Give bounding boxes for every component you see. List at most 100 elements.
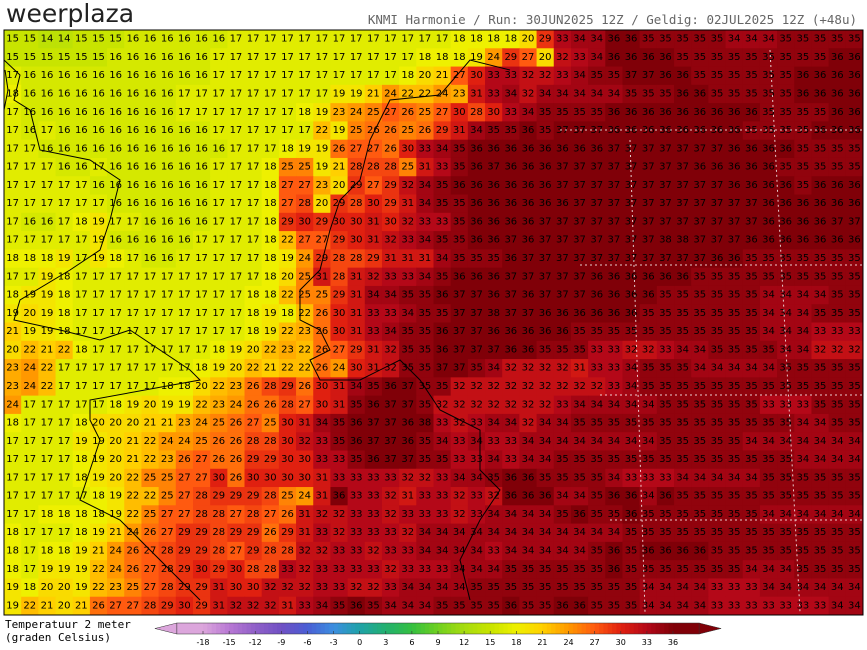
temperature-label: 35 <box>676 363 689 374</box>
temperature-label: 32 <box>350 582 363 593</box>
temperature-label: 17 <box>212 326 225 337</box>
temperature-cell <box>828 103 847 122</box>
temperature-label: 19 <box>333 125 346 136</box>
temperature-label: 30 <box>178 600 191 611</box>
temperature-label: 35 <box>711 344 724 355</box>
temperature-label: 16 <box>23 216 36 227</box>
colorbar-segment <box>229 623 235 634</box>
temperature-label: 35 <box>693 326 706 337</box>
temperature-label: 22 <box>92 564 105 575</box>
temperature-cell <box>210 30 228 49</box>
temperature-label: 36 <box>539 198 552 209</box>
temperature-label: 36 <box>762 216 775 227</box>
temperature-cell <box>536 66 555 86</box>
colorbar-segment <box>620 623 626 634</box>
temperature-cell <box>553 84 572 104</box>
temperature-label: 17 <box>58 399 71 410</box>
temperature-label: 33 <box>797 399 810 410</box>
temperature-label: 35 <box>848 253 861 264</box>
temperature-label: 17 <box>212 88 225 99</box>
temperature-cell <box>416 121 434 141</box>
temperature-label: 34 <box>642 582 655 593</box>
temperature-label: 34 <box>831 436 844 447</box>
temperature-label: 17 <box>144 290 157 301</box>
temperature-label: 17 <box>109 363 122 374</box>
temperature-label: 27 <box>230 509 243 520</box>
temperature-label: 18 <box>109 253 122 264</box>
temperature-label: 30 <box>247 472 260 483</box>
temperature-label: 36 <box>539 491 552 502</box>
temperature-label: 34 <box>419 180 432 191</box>
temperature-cell <box>4 157 22 177</box>
colorbar-segment <box>311 623 317 634</box>
temperature-label: 35 <box>676 491 689 502</box>
temperature-label: 30 <box>453 107 466 118</box>
temperature-label: 35 <box>779 88 792 99</box>
temperature-label: 18 <box>247 290 260 301</box>
temperature-cell <box>124 121 142 141</box>
temperature-cell <box>777 30 795 49</box>
temperature-label: 36 <box>573 600 586 611</box>
temperature-label: 34 <box>762 436 775 447</box>
temperature-label: 17 <box>23 472 36 483</box>
temperature-label: 26 <box>333 143 346 154</box>
temperature-cell <box>296 30 314 49</box>
temperature-label: 33 <box>350 564 363 575</box>
temperature-label: 25 <box>161 472 174 483</box>
temperature-label: 35 <box>676 527 689 538</box>
temperature-cell <box>536 139 555 159</box>
temperature-label: 35 <box>608 418 621 429</box>
temperature-label: 35 <box>711 399 724 410</box>
temperature-label: 16 <box>195 162 208 173</box>
temperature-label: 36 <box>642 107 655 118</box>
temperature-label: 17 <box>247 271 260 282</box>
temperature-label: 27 <box>178 509 191 520</box>
temperature-label: 35 <box>814 52 827 63</box>
temperature-label: 32 <box>230 600 243 611</box>
temperature-label: 36 <box>848 180 861 191</box>
temperature-cell <box>570 48 589 68</box>
colorbar-segment <box>216 623 222 634</box>
temperature-label: 36 <box>848 198 861 209</box>
temperature-label: 28 <box>247 564 260 575</box>
temperature-label: 36 <box>608 290 621 301</box>
temperature-cell <box>639 48 658 68</box>
temperature-label: 35 <box>728 399 741 410</box>
colorbar-segment <box>603 623 609 634</box>
temperature-label: 35 <box>814 107 827 118</box>
temperature-label: 28 <box>298 198 311 209</box>
temperature-label: 22 <box>264 344 277 355</box>
temperature-label: 35 <box>367 600 380 611</box>
run-info: KNMI Harmonie / Run: 30JUN2025 12Z / Gel… <box>368 12 857 27</box>
temperature-label: 35 <box>693 454 706 465</box>
temperature-cell <box>656 103 675 122</box>
temperature-cell <box>794 48 812 68</box>
colorbar-segment <box>525 623 530 634</box>
colorbar-segment <box>655 623 661 634</box>
temperature-label: 33 <box>779 600 792 611</box>
temperature-label: 35 <box>676 52 689 63</box>
temperature-label: 18 <box>6 546 19 557</box>
temperature-cell <box>107 48 125 68</box>
colorbar-segment <box>242 623 248 634</box>
temperature-label: 24 <box>161 436 174 447</box>
temperature-label: 37 <box>642 235 655 246</box>
temperature-label: 27 <box>281 180 294 191</box>
temperature-cell <box>708 66 727 86</box>
temperature-label: 19 <box>315 107 328 118</box>
temperature-label: 35 <box>487 472 500 483</box>
temperature-label: 34 <box>814 582 827 593</box>
temperature-label: 35 <box>745 52 758 63</box>
temperature-cell <box>433 121 452 141</box>
temperature-label: 31 <box>401 198 414 209</box>
temperature-label: 35 <box>556 344 569 355</box>
temperature-label: 36 <box>504 143 517 154</box>
temperature-cell <box>605 139 623 159</box>
temperature-cell <box>674 84 692 104</box>
temperature-label: 36 <box>522 125 535 136</box>
temperature-cell <box>313 84 331 104</box>
temperature-label: 36 <box>711 253 724 264</box>
temperature-label: 35 <box>608 600 621 611</box>
temperature-label: 34 <box>350 381 363 392</box>
temperature-label: 25 <box>126 582 139 593</box>
